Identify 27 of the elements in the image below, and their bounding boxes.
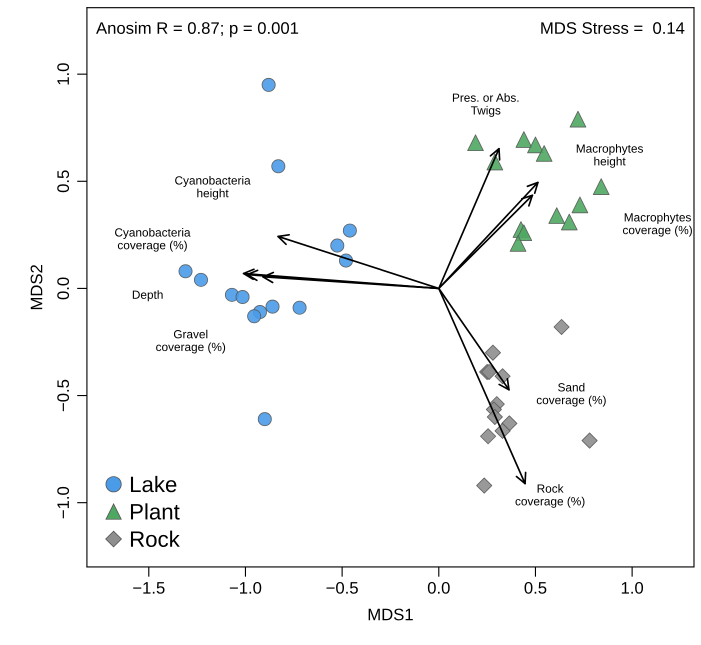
annotation: Sand coverage (%): [536, 382, 606, 407]
annotation: Macrophytes height: [576, 144, 643, 168]
annotation: MDS Stress = 0.14: [541, 22, 684, 34]
y-tick-label: 1.0: [57, 63, 70, 84]
annotation: Cyanobacteria coverage (%): [115, 228, 191, 252]
x-tick-label: −0.5: [326, 582, 358, 594]
x-tick-label: −1.5: [133, 582, 165, 594]
x-tick-label: 1.0: [622, 582, 644, 594]
y-tick-label: −0.5: [57, 380, 70, 412]
y-tick-label: −1.0: [57, 486, 70, 518]
annotation: Depth: [132, 290, 163, 302]
x-tick-label: 0.5: [524, 582, 546, 594]
annotation: Anosim R = 0.87; p = 0.001: [96, 22, 298, 38]
x-tick-label: −1.0: [230, 582, 262, 594]
annotation: Cyanobacteria height: [175, 176, 251, 200]
legend-label: Rock: [130, 530, 180, 548]
legend-label: Plant: [130, 503, 180, 520]
y-tick-label: 0.0: [57, 277, 70, 300]
annotation: Macrophytes coverage (%): [622, 212, 692, 237]
y-tick-label: 0.5: [57, 170, 70, 192]
annotation: Gravel coverage (%): [156, 330, 226, 354]
x-axis-title: MDS1: [368, 608, 413, 620]
annotation: Rock coverage (%): [516, 484, 584, 508]
x-tick-label: 0.0: [428, 582, 450, 594]
legend-label: Lake: [130, 476, 176, 492]
annotation: Pres. or Abs. Twigs: [452, 93, 518, 117]
y-axis-title: MDS2: [30, 265, 42, 310]
